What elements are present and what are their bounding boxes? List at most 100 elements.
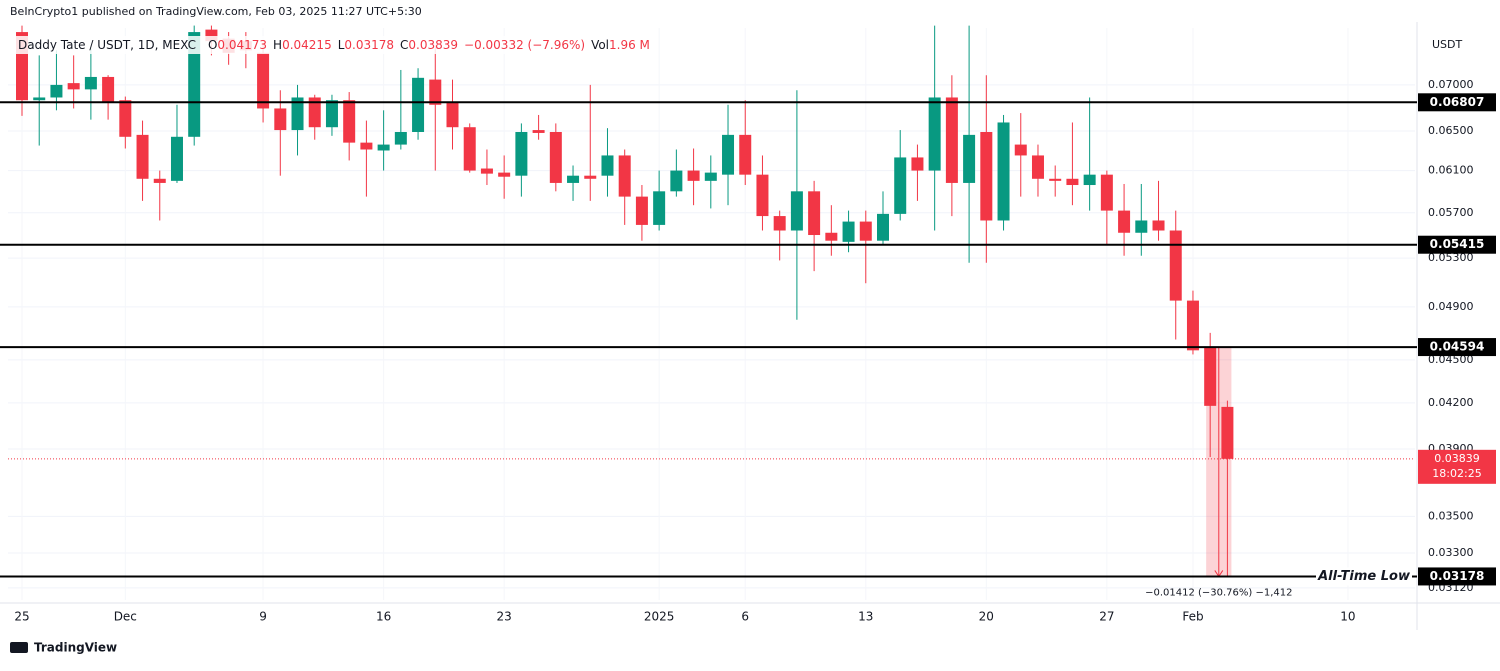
candle-body xyxy=(1169,230,1182,301)
candle-body xyxy=(498,172,511,177)
candle-body xyxy=(704,172,717,181)
candle-body xyxy=(894,157,907,214)
candle-body xyxy=(360,142,373,150)
published-note: BeInCrypto1 published on TradingView.com… xyxy=(10,5,422,18)
candle-body xyxy=(1204,347,1217,406)
candle-body xyxy=(877,213,889,241)
candle-body xyxy=(567,175,580,183)
y-tick-label: 0.04500 xyxy=(1428,353,1474,366)
countdown-label: 18:02:25 xyxy=(1432,467,1481,480)
candle-body xyxy=(205,29,218,42)
candle-body xyxy=(412,77,425,132)
field-value: 0.04173 xyxy=(217,38,267,52)
candle-body xyxy=(1152,220,1165,231)
y-tick-label: 0.05300 xyxy=(1428,251,1474,264)
level-badge xyxy=(1418,338,1496,357)
candle-body xyxy=(119,100,132,137)
candle-body xyxy=(1100,174,1113,211)
level-label: 0.06807 xyxy=(1430,95,1485,109)
x-tick-label: 6 xyxy=(741,610,749,624)
y-tick-label: 0.03500 xyxy=(1428,509,1474,522)
y-tick-label: 0.07000 xyxy=(1428,78,1474,91)
candle-body xyxy=(170,136,183,181)
x-tick-label: 23 xyxy=(497,610,512,624)
candle-body xyxy=(1118,210,1131,233)
x-tick-label: 9 xyxy=(259,610,267,624)
annotation-bg xyxy=(1316,567,1412,586)
candle-body xyxy=(773,216,786,231)
field-value: 0.04215 xyxy=(282,38,332,52)
candle-body xyxy=(1083,174,1096,186)
field-key: C xyxy=(400,38,408,52)
level-badge xyxy=(1418,93,1496,112)
brand: TradingView xyxy=(10,641,117,655)
brand-name: TradingView xyxy=(34,641,117,655)
candle-body xyxy=(377,144,390,151)
level-badge xyxy=(1418,235,1496,254)
candle-body xyxy=(480,168,493,174)
candle-body xyxy=(257,52,270,109)
candle-body xyxy=(825,232,838,241)
currency-label: USDT xyxy=(1432,38,1463,51)
candle-body xyxy=(325,100,338,128)
y-tick-label: 0.06100 xyxy=(1428,164,1474,177)
candle-body xyxy=(1186,300,1199,351)
candle-body xyxy=(911,157,924,171)
candle-body xyxy=(618,155,631,197)
candle-body xyxy=(670,170,683,192)
y-tick-label: 0.05700 xyxy=(1428,206,1474,219)
x-tick-label: 16 xyxy=(376,610,391,624)
candle-body xyxy=(1135,220,1148,233)
y-tick-label: 0.03300 xyxy=(1428,546,1474,559)
candle-body xyxy=(859,221,872,241)
x-tick-label: Dec xyxy=(114,610,137,624)
chart-header: Daddy Tate / USDT, 1D, MEXC O0.04173 H0.04… xyxy=(18,38,650,52)
x-tick-label: Feb xyxy=(1182,610,1203,624)
candle-body xyxy=(1031,155,1044,179)
field-value: 0.03178 xyxy=(344,38,394,52)
x-tick-label: 20 xyxy=(979,610,994,624)
x-tick-label: 27 xyxy=(1099,610,1114,624)
candle-body xyxy=(463,127,476,171)
candle-body xyxy=(653,191,666,225)
last-price-badge xyxy=(1418,449,1496,484)
level-label: 0.05415 xyxy=(1430,237,1485,251)
candle-body xyxy=(50,84,63,98)
level-badge xyxy=(1418,567,1496,586)
candle-body xyxy=(756,174,769,217)
candle-body xyxy=(808,191,821,236)
x-tick-label: 2025 xyxy=(644,610,675,624)
vol-value: 1.96 M xyxy=(609,38,650,52)
candle-body xyxy=(446,102,459,128)
candle-body xyxy=(963,134,976,183)
candle-body xyxy=(67,83,80,90)
candle-body xyxy=(945,97,958,183)
candle-body xyxy=(1049,178,1062,181)
candle-body xyxy=(1066,178,1079,186)
candle-body xyxy=(274,108,287,131)
candle-body xyxy=(429,79,442,105)
candle-body xyxy=(687,170,700,181)
y-tick-label: 0.04900 xyxy=(1428,300,1474,313)
field-value: 0.03839 xyxy=(408,38,458,52)
candle-body xyxy=(722,134,735,175)
candle-body xyxy=(394,131,407,145)
level-annotation: All-Time Low xyxy=(1317,569,1411,584)
candle-body xyxy=(84,76,97,90)
candle-body xyxy=(153,178,166,183)
candle-body xyxy=(1221,406,1234,459)
y-tick-label: 0.04200 xyxy=(1428,396,1474,409)
candle-body xyxy=(102,76,115,103)
candle-body xyxy=(584,175,597,179)
candle-body xyxy=(515,131,528,176)
vol-key: Vol xyxy=(591,38,609,52)
candle-body xyxy=(739,134,752,175)
header-bg xyxy=(14,36,614,54)
candle-body xyxy=(842,221,855,242)
level-label: 0.03178 xyxy=(1430,569,1485,583)
x-tick-label: 25 xyxy=(14,610,29,624)
candle-body xyxy=(635,196,648,225)
y-tick-label: 0.06500 xyxy=(1428,124,1474,137)
candle-body xyxy=(928,97,941,171)
